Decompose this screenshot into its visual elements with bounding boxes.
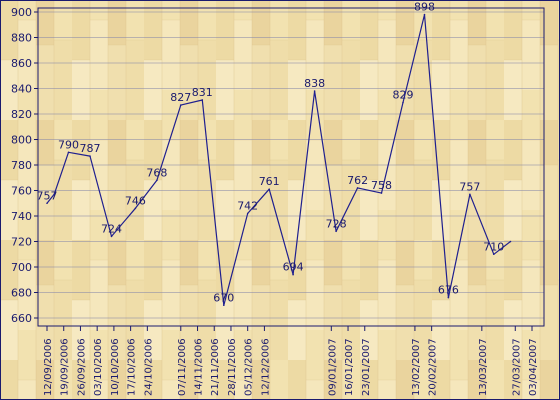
x-tick-label: 14/11/2006 xyxy=(194,338,205,396)
data-label: 746 xyxy=(125,194,146,207)
x-tick-label: 16/01/2007 xyxy=(344,338,355,396)
data-point xyxy=(201,99,204,101)
data-point xyxy=(110,235,113,238)
data-label: 838 xyxy=(304,77,325,90)
data-label: 694 xyxy=(283,261,304,274)
data-label: 761 xyxy=(259,175,280,188)
x-tick-label: 05/12/2006 xyxy=(244,338,255,396)
data-label: 827 xyxy=(170,91,191,104)
x-tick-label: 03/10/2006 xyxy=(93,338,104,396)
x-tick-label: 28/11/2006 xyxy=(227,338,238,396)
data-point xyxy=(292,273,294,276)
data-point xyxy=(469,193,471,196)
data-label: 831 xyxy=(192,86,213,99)
x-tick-label: 10/10/2006 xyxy=(110,338,121,396)
data-label: 898 xyxy=(414,1,435,14)
x-tick-label: 03/04/2007 xyxy=(528,338,539,396)
x-tick-label: 20/02/2007 xyxy=(428,338,439,396)
y-tick-label: 820 xyxy=(11,108,32,121)
y-axis: 660 680 700 720 740 760 780 800 820 840 860 880 900 xyxy=(11,6,38,325)
y-tick-label: 680 xyxy=(11,287,32,300)
y-tick-label: 860 xyxy=(11,57,32,70)
x-tick-label: 13/02/2007 xyxy=(411,338,422,396)
data-label: 768 xyxy=(146,166,167,179)
y-tick-label: 840 xyxy=(11,83,32,96)
data-label: 728 xyxy=(326,217,347,230)
data-label: 758 xyxy=(371,179,392,192)
data-point xyxy=(67,151,70,154)
data-point xyxy=(222,304,225,307)
data-label: 710 xyxy=(483,240,504,253)
y-tick-label: 880 xyxy=(11,32,32,45)
x-tick-label: 07/11/2006 xyxy=(177,338,188,396)
data-point xyxy=(156,179,158,182)
x-tick-label: 26/09/2006 xyxy=(76,338,87,396)
data-point xyxy=(53,193,55,196)
series xyxy=(46,13,512,307)
y-tick-label: 780 xyxy=(11,159,32,172)
data-point xyxy=(179,104,182,106)
data-point xyxy=(402,101,404,104)
y-tick-label: 700 xyxy=(11,261,32,274)
data-point xyxy=(313,90,316,92)
data-label: 762 xyxy=(347,174,368,187)
data-point xyxy=(380,192,383,194)
y-tick-label: 660 xyxy=(11,312,32,325)
data-point xyxy=(447,296,450,299)
x-tick-label: 21/11/2006 xyxy=(210,338,221,396)
x-tick-label: 19/09/2006 xyxy=(60,338,71,396)
x-axis: 12/09/2006 19/09/2006 26/09/2006 03/10/2006… xyxy=(43,326,539,396)
data-point xyxy=(423,13,426,16)
x-tick-label: 23/01/2007 xyxy=(361,338,372,396)
data-label: 757 xyxy=(37,189,58,202)
data-point xyxy=(492,253,495,256)
x-tick-label: 27/03/2007 xyxy=(511,338,522,396)
data-point xyxy=(268,188,270,191)
data-point xyxy=(46,202,48,205)
data-label: 757 xyxy=(459,180,480,193)
y-tick-label: 800 xyxy=(11,134,32,147)
data-label: 790 xyxy=(58,138,79,151)
data-label: 787 xyxy=(80,142,101,155)
x-tick-label: 09/01/2007 xyxy=(327,338,338,396)
data-label: 676 xyxy=(438,284,459,297)
data-label: 724 xyxy=(101,222,122,235)
data-point xyxy=(246,212,249,215)
plot-border xyxy=(37,7,545,327)
x-tick-label: 13/03/2007 xyxy=(478,338,489,396)
y-tick-label: 720 xyxy=(11,236,32,249)
data-label: 670 xyxy=(213,291,234,304)
y-tick-label: 740 xyxy=(11,210,32,223)
data-label: 742 xyxy=(237,199,258,212)
data-point xyxy=(134,207,137,210)
data-point xyxy=(89,155,91,157)
data-label: 829 xyxy=(392,89,413,102)
data-point xyxy=(335,230,337,233)
x-tick-label: 12/09/2006 xyxy=(43,338,54,396)
x-tick-label: 17/10/2006 xyxy=(127,338,138,396)
y-tick-label: 760 xyxy=(11,185,32,198)
data-point xyxy=(509,240,512,243)
data-point xyxy=(356,187,359,189)
x-tick-label: 12/12/2006 xyxy=(260,338,271,396)
x-tick-label: 24/10/2006 xyxy=(143,338,154,396)
y-tick-label: 900 xyxy=(11,6,32,19)
